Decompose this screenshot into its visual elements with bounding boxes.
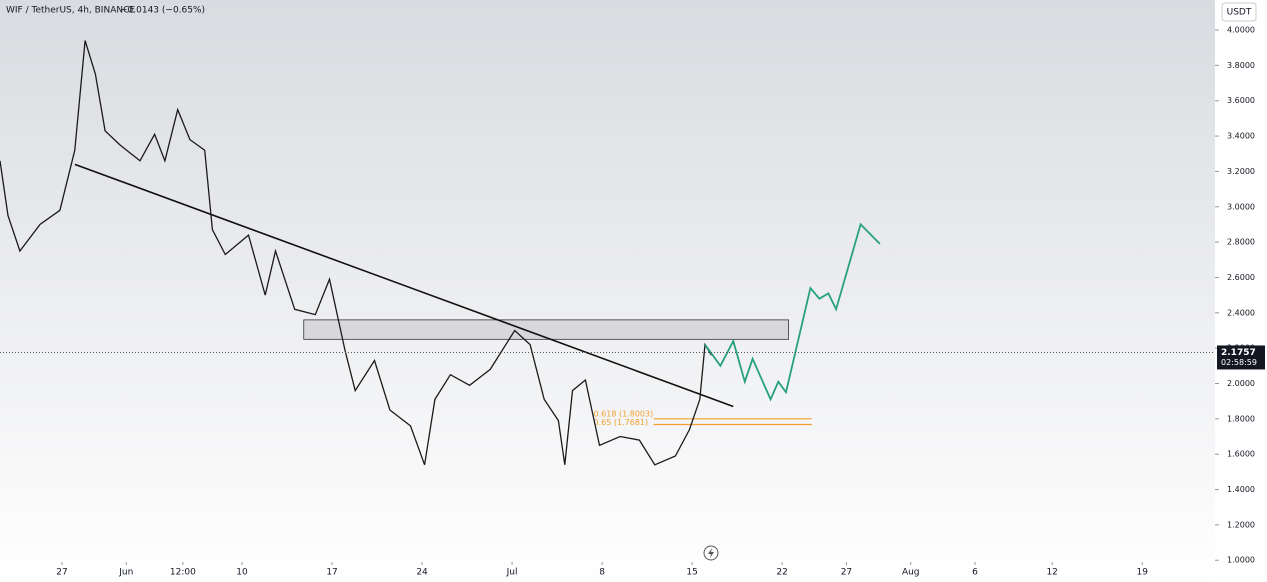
trendline (74, 163, 734, 408)
x-tick-label: 6 (972, 568, 978, 578)
y-tick-label: 1.2000 (1227, 520, 1255, 529)
countdown-label: 02:58:59 (1221, 358, 1257, 367)
x-tick-label: 12 (1046, 568, 1057, 578)
y-tick-label: 1.4000 (1227, 485, 1255, 494)
x-tick-label: 22 (776, 568, 787, 578)
x-tick-label: 15 (686, 568, 697, 578)
fib-label: 0.618 (1.8003) (594, 409, 654, 418)
x-tick-label: Aug (902, 568, 920, 578)
y-tick-label: 3.6000 (1227, 96, 1255, 105)
y-tick-label: 1.0000 (1227, 556, 1255, 565)
y-tick-label: 2.8000 (1227, 238, 1255, 247)
y-tick-label: 1.6000 (1227, 450, 1255, 459)
x-tick-label: 8 (599, 568, 605, 578)
y-tick-label: 2.6000 (1227, 273, 1255, 282)
events-icon-bolt (708, 548, 714, 558)
y-tick-label: 3.2000 (1227, 167, 1255, 176)
resistance-zone (303, 319, 789, 340)
price-line (0, 40, 712, 466)
price-axis (1215, 0, 1267, 582)
price-line (704, 222, 881, 402)
y-tick-label: 2.0000 (1227, 379, 1255, 388)
last-price-box (1217, 345, 1265, 370)
x-tick-label: 27 (841, 568, 852, 578)
last-price-label: 2.1757 (1221, 348, 1256, 358)
x-tick-label: 10 (236, 568, 248, 578)
price-change: −0.0143 (−0.65%) (120, 6, 205, 16)
events-icon[interactable] (703, 545, 719, 561)
x-tick-label: 17 (326, 568, 337, 578)
chart-title: WIF / TetherUS, 4h, BINANCE (6, 6, 135, 16)
x-tick-label: 24 (416, 568, 428, 578)
currency-button[interactable] (1221, 2, 1257, 22)
y-tick-label: 4.0000 (1227, 26, 1255, 35)
plot-background (0, 0, 1215, 582)
x-tick-label: 19 (1136, 568, 1148, 578)
y-tick-label: 2.4000 (1227, 308, 1255, 317)
y-tick-label: 3.8000 (1227, 61, 1255, 70)
fib-label: 0.65 (1.7681) (594, 418, 649, 427)
x-tick-label: 27 (56, 568, 67, 578)
currency-label[interactable]: USDT (1227, 8, 1252, 18)
x-tick-label: Jul (506, 568, 518, 578)
y-tick-label: 3.0000 (1227, 202, 1255, 211)
x-tick-label: Jun (118, 568, 133, 578)
y-tick-label: 3.4000 (1227, 132, 1255, 141)
y-tick-label: 1.8000 (1227, 414, 1255, 423)
x-tick-label: 12:00 (170, 568, 196, 578)
